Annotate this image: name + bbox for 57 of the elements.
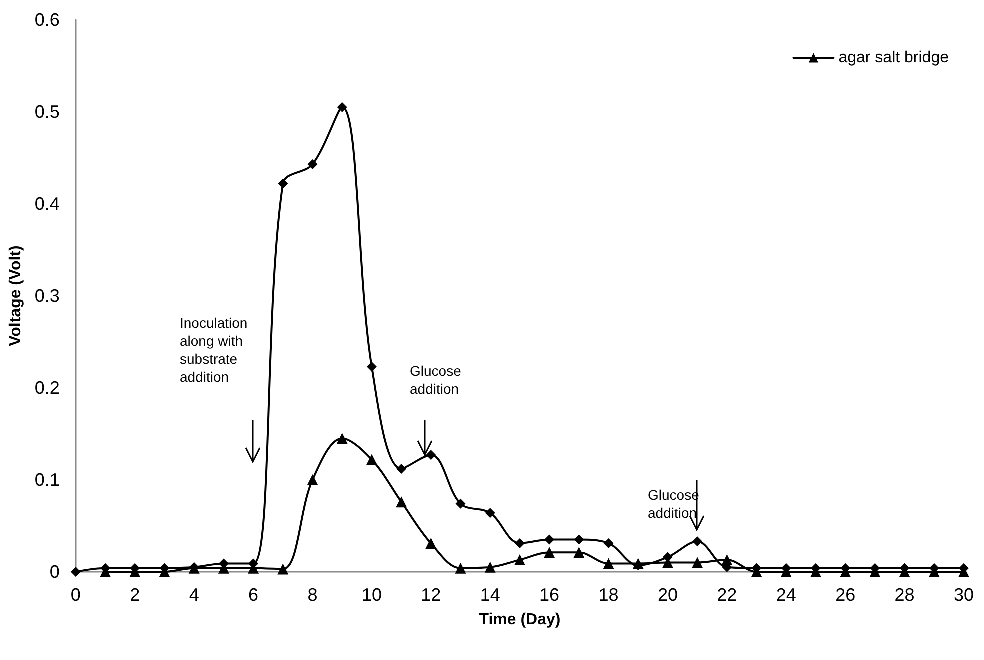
point bbox=[544, 534, 555, 545]
point bbox=[336, 433, 348, 444]
point bbox=[337, 102, 348, 112]
x-tick-label: 22 bbox=[717, 585, 738, 605]
y-tick-label: 0 bbox=[50, 562, 60, 582]
y-axis-title: Voltage (Volt) bbox=[8, 246, 24, 346]
point bbox=[426, 450, 436, 460]
x-tick-label: 10 bbox=[362, 585, 382, 605]
y-tick-label: 0.3 bbox=[34, 286, 60, 306]
y-tick-label: 0.5 bbox=[34, 102, 60, 122]
x-tick-label: 20 bbox=[658, 585, 678, 605]
point bbox=[692, 557, 704, 568]
point bbox=[308, 159, 318, 170]
x-tick-label: 12 bbox=[421, 585, 442, 605]
x-tick-label: 6 bbox=[248, 585, 259, 605]
y-tick-label: 0.1 bbox=[34, 470, 60, 490]
x-tick-label: 24 bbox=[776, 585, 796, 605]
annotation: Glucose addition bbox=[410, 362, 462, 398]
y-tick-label: 0.4 bbox=[34, 194, 60, 214]
point bbox=[70, 567, 81, 577]
point bbox=[484, 562, 496, 573]
annotation: Inoculation along with substrate addition bbox=[180, 314, 249, 386]
point bbox=[485, 508, 496, 518]
point bbox=[278, 178, 288, 189]
x-tick-label: 18 bbox=[598, 585, 619, 605]
point bbox=[722, 554, 733, 566]
point bbox=[604, 538, 614, 548]
point bbox=[455, 562, 466, 574]
x-tick-label: 16 bbox=[540, 585, 560, 605]
point bbox=[396, 496, 408, 508]
point bbox=[396, 464, 407, 474]
point bbox=[514, 554, 526, 566]
point bbox=[574, 534, 584, 545]
x-tick-label: 2 bbox=[130, 585, 140, 605]
x-axis-title: Time (Day) bbox=[479, 612, 561, 628]
legend-label: agar salt bridge bbox=[838, 50, 950, 66]
point bbox=[426, 538, 437, 549]
point bbox=[603, 558, 614, 570]
point bbox=[366, 454, 378, 466]
point bbox=[574, 547, 585, 558]
x-tick-label: 0 bbox=[70, 585, 81, 605]
x-tick-label: 30 bbox=[954, 585, 974, 605]
x-tick-label: 8 bbox=[308, 585, 318, 605]
point bbox=[632, 558, 644, 570]
y-tick-label: 0.6 bbox=[34, 10, 60, 30]
x-tick-label: 26 bbox=[836, 585, 856, 605]
y-tick-label: 0.2 bbox=[34, 378, 60, 398]
point bbox=[514, 538, 525, 548]
point bbox=[544, 547, 556, 558]
x-tick-label: 14 bbox=[480, 585, 500, 605]
point bbox=[692, 536, 703, 547]
point bbox=[456, 498, 466, 509]
x-tick-label: 4 bbox=[189, 585, 200, 605]
point bbox=[366, 362, 377, 372]
x-tick-label: 28 bbox=[894, 585, 915, 605]
point bbox=[307, 474, 318, 486]
point bbox=[278, 564, 289, 575]
